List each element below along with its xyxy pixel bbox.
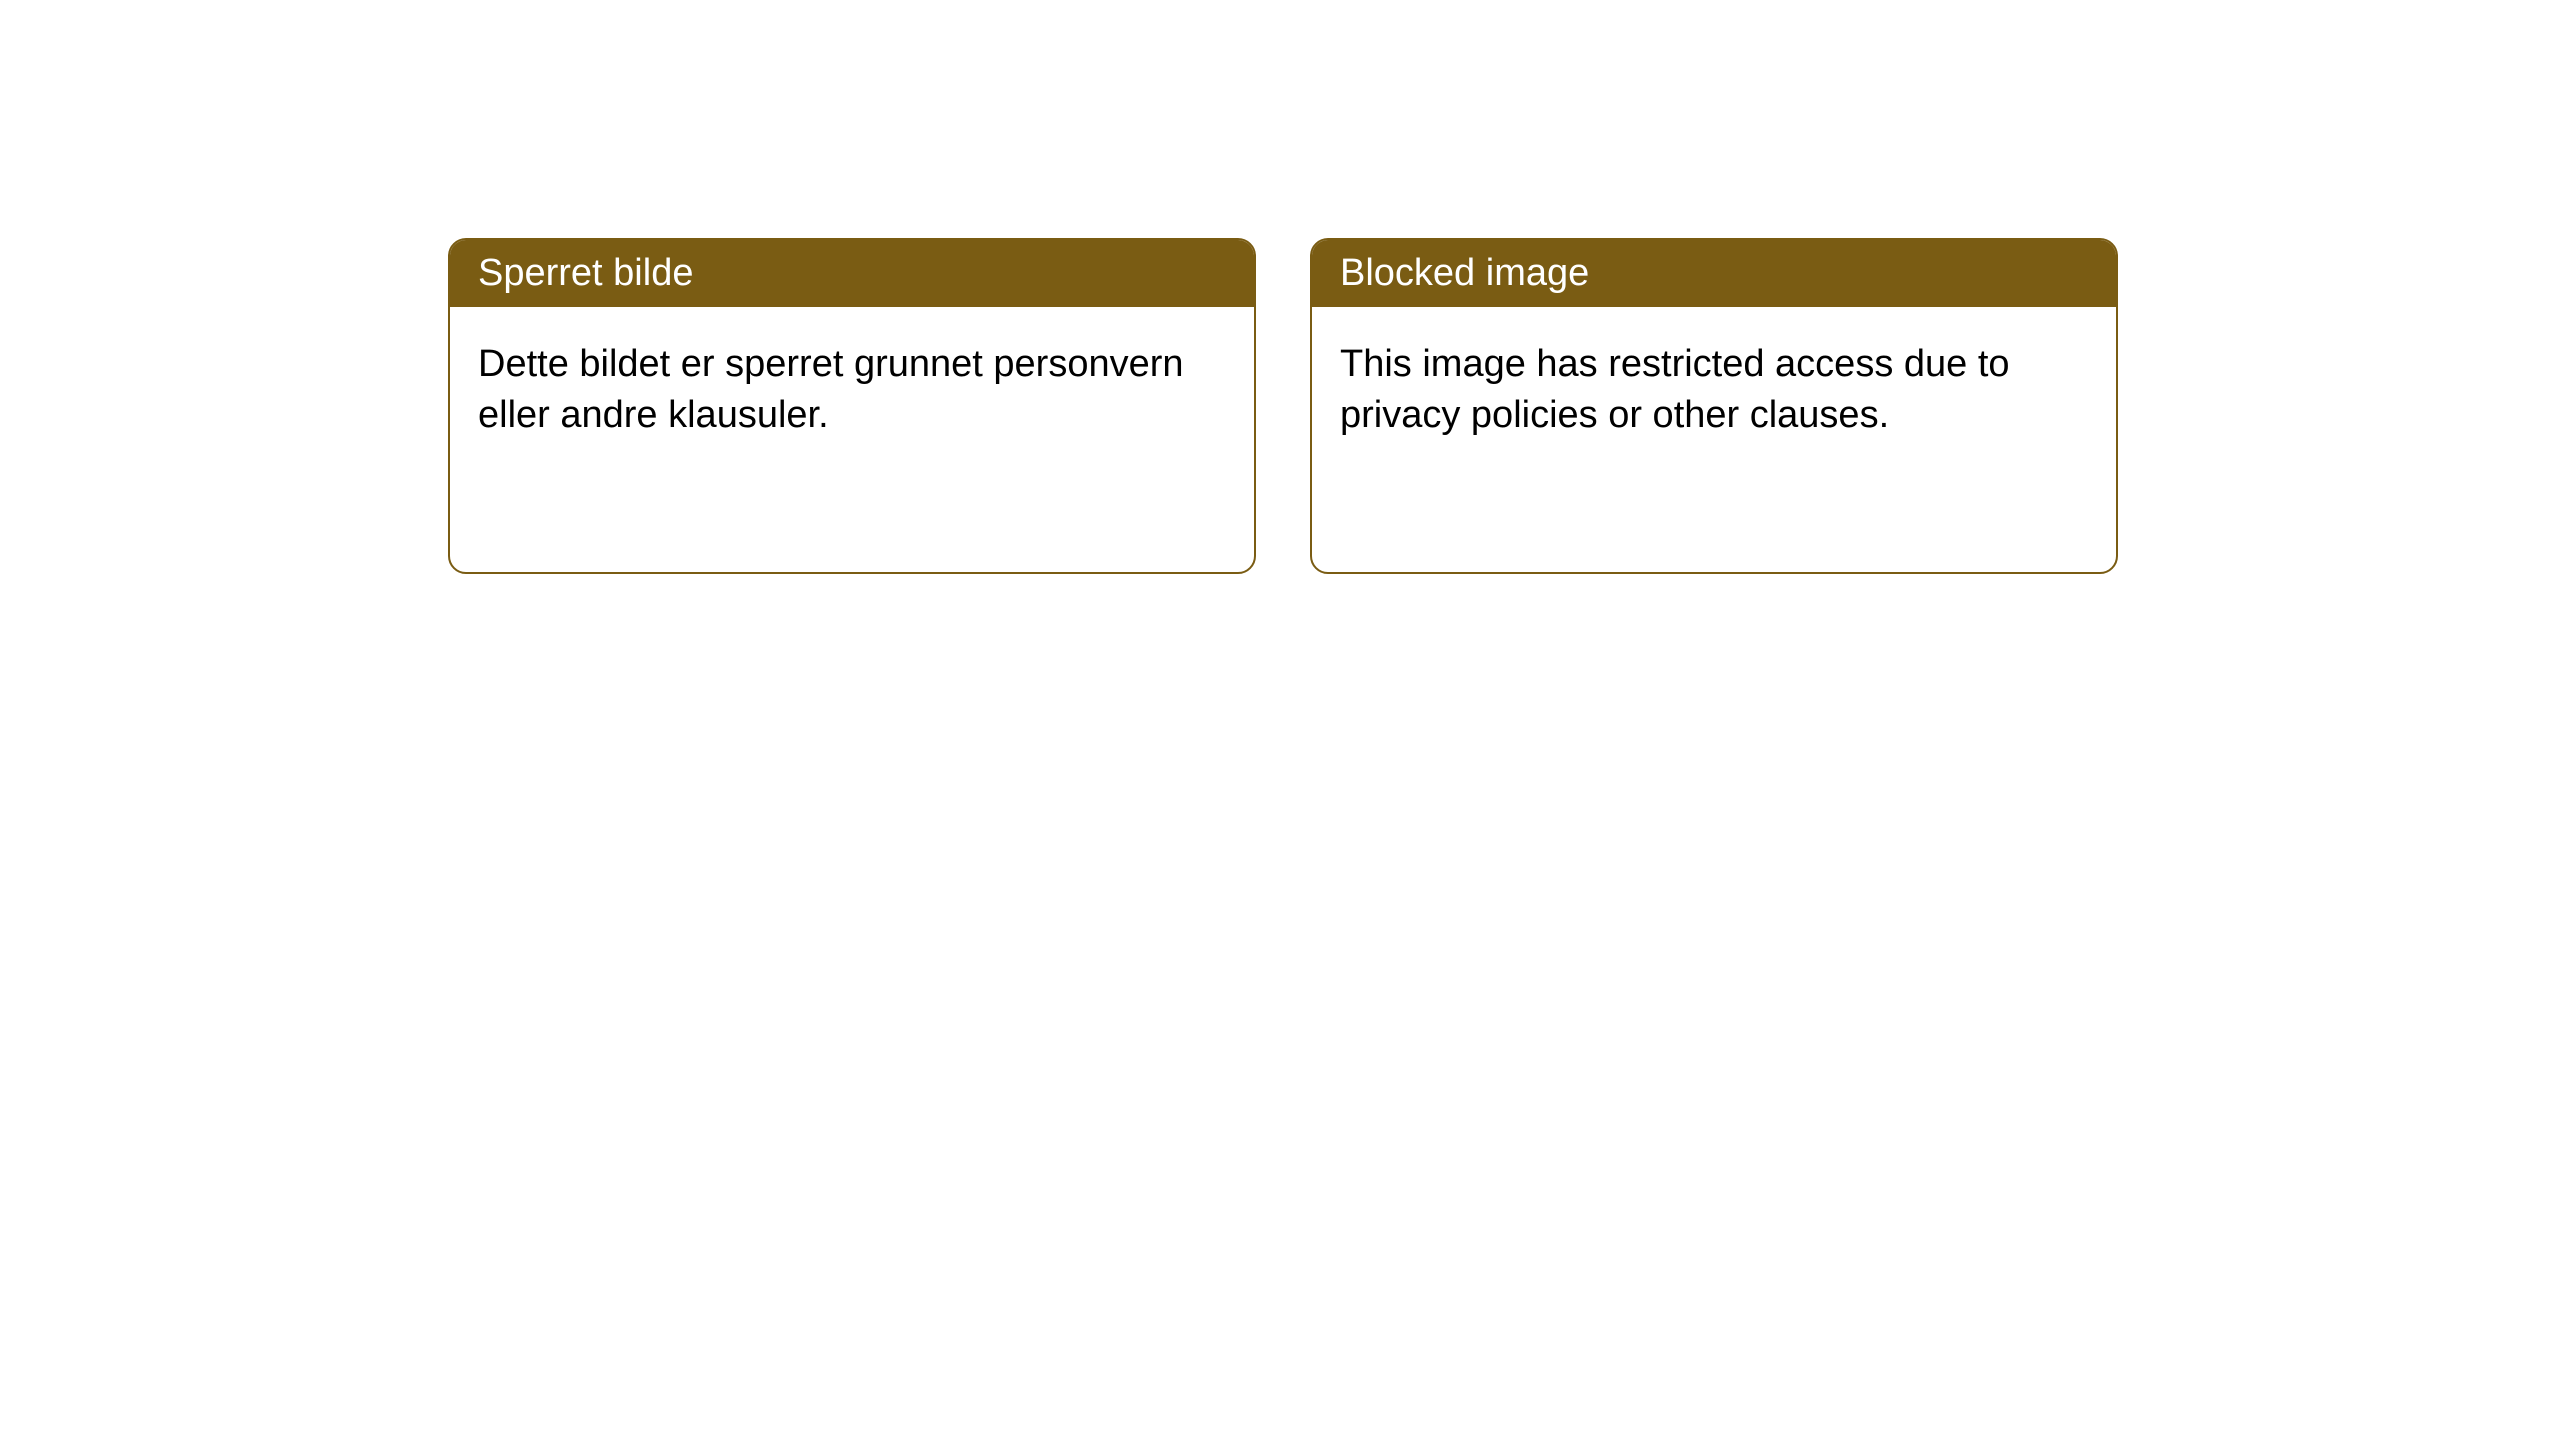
card-body-text: Dette bildet er sperret grunnet personve… (478, 343, 1184, 436)
card-header: Sperret bilde (450, 240, 1254, 307)
card-title: Blocked image (1340, 252, 1589, 294)
card-body: Dette bildet er sperret grunnet personve… (450, 307, 1254, 474)
notice-cards-container: Sperret bilde Dette bildet er sperret gr… (448, 238, 2118, 574)
card-header: Blocked image (1312, 240, 2116, 307)
notice-card-norwegian: Sperret bilde Dette bildet er sperret gr… (448, 238, 1256, 574)
card-title: Sperret bilde (478, 252, 693, 294)
card-body: This image has restricted access due to … (1312, 307, 2116, 474)
card-body-text: This image has restricted access due to … (1340, 343, 2010, 436)
notice-card-english: Blocked image This image has restricted … (1310, 238, 2118, 574)
